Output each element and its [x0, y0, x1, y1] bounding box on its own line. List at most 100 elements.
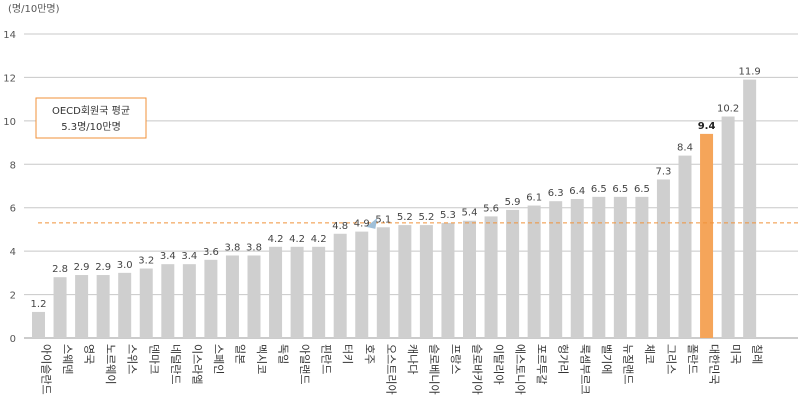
bar: [355, 231, 369, 338]
bar: [118, 272, 132, 338]
category-label: 터키: [341, 344, 354, 364]
value-label: 6.4: [569, 186, 585, 197]
value-label: 2.9: [95, 262, 111, 273]
value-label: 5.2: [397, 212, 413, 223]
value-label: 2.9: [74, 262, 90, 273]
bar: [592, 196, 606, 338]
value-label: 5.1: [375, 214, 391, 225]
value-label: 5.9: [505, 197, 521, 208]
bars: [32, 79, 757, 338]
bar: [333, 233, 347, 338]
value-label: 4.2: [268, 234, 284, 245]
y-tick-label: 6: [10, 204, 16, 215]
value-label: 5.4: [462, 208, 478, 219]
bar: [75, 275, 89, 338]
average-pointer: [366, 217, 378, 229]
bar: [570, 199, 584, 338]
value-label: 6.3: [548, 188, 564, 199]
bar: [182, 264, 196, 338]
category-label: 덴마크: [147, 344, 160, 374]
bar: [96, 275, 110, 338]
y-tick-label: 4: [10, 247, 16, 258]
category-label: 이스라엘: [190, 344, 203, 384]
bar: [376, 227, 390, 338]
category-label: 폴란드: [686, 344, 699, 374]
unit-label: (명/10만명): [8, 3, 60, 15]
category-labels: 아이슬란드 스웨덴 영국 노르웨이 스위스 덴마크 네덜란드 이스라엘 스페인 일본 멕시코 독일 아일…: [40, 344, 764, 395]
bar: [161, 264, 175, 338]
category-label: 독일: [277, 344, 291, 364]
value-label: 7.3: [655, 166, 671, 177]
bar: [549, 201, 563, 338]
category-label: 슬로바키아: [471, 344, 484, 395]
category-label: 멕시코: [255, 344, 268, 374]
category-label: 뉴질랜드: [621, 344, 634, 384]
category-label: 스웨덴: [61, 344, 74, 374]
category-label: 캐나다: [406, 344, 419, 374]
category-label: 일본: [233, 344, 247, 364]
value-label: 4.9: [354, 219, 370, 230]
bar: [312, 246, 326, 338]
bar: [204, 259, 218, 338]
value-label: 3.2: [138, 256, 154, 267]
y-tick-label: 12: [3, 73, 16, 84]
value-label: 3.4: [160, 251, 176, 262]
category-label: 체코: [643, 344, 656, 364]
y-tick-label: 14: [3, 30, 16, 41]
category-label: 핀란드: [320, 344, 333, 374]
bar: [463, 220, 476, 338]
note-line-2: 5.3명/10만명: [61, 121, 121, 133]
category-label: 벨기에: [600, 344, 613, 374]
bar: [225, 255, 239, 338]
category-label: 스위스: [126, 344, 139, 374]
bar: [635, 196, 649, 338]
bar: [247, 255, 261, 338]
bar: [290, 246, 304, 338]
bar: [484, 216, 498, 338]
bar: [527, 205, 541, 338]
category-label: 헝가리: [557, 344, 570, 374]
category-label: 노르웨이: [104, 344, 117, 384]
category-label: 룩셈부르크: [578, 344, 591, 395]
bar-highlight: [700, 133, 714, 338]
value-label: 5.6: [483, 203, 499, 214]
y-tick-label: 10: [3, 117, 16, 128]
value-label: 10.2: [717, 104, 739, 115]
category-label: 오스트리아: [384, 344, 397, 395]
value-label: 4.2: [289, 234, 305, 245]
value-label: 4.8: [332, 221, 348, 232]
value-label: 3.0: [117, 260, 133, 271]
value-label: 9.4: [698, 121, 716, 132]
bar: [139, 268, 153, 338]
category-label: 이탈리아: [492, 344, 505, 384]
value-label: 3.6: [203, 247, 219, 258]
value-label: 3.8: [246, 242, 262, 253]
value-label: 5.2: [418, 212, 434, 223]
value-labels: 1.2 2.8 2.9 2.9 3.0 3.2 3.4 3.4 3.6 3.8 3.8 4.2 4.2 4…: [31, 67, 761, 310]
bar: [269, 246, 283, 338]
value-label: 8.4: [677, 143, 693, 154]
category-label: 대한민국: [708, 344, 721, 384]
bar: [506, 209, 520, 338]
category-label: 스페인: [212, 344, 225, 374]
y-tick-label: 2: [10, 291, 16, 302]
category-label: 호주: [363, 344, 376, 364]
value-label: 6.1: [526, 193, 542, 204]
category-label: 영국: [83, 344, 96, 364]
value-label: 11.9: [739, 67, 761, 78]
bar: [656, 179, 670, 338]
value-label: 2.8: [52, 264, 68, 275]
category-label: 미국: [729, 344, 742, 364]
category-label: 아이슬란드: [40, 344, 53, 395]
category-label: 포르투갈: [535, 344, 549, 384]
category-label: 칠레: [751, 344, 764, 364]
y-axis: 0 2 4 6 8 10 12 14: [3, 30, 16, 345]
bar: [678, 155, 692, 338]
value-label: 6.5: [591, 184, 607, 195]
value-label: 6.5: [634, 184, 650, 195]
category-label: 아일랜드: [298, 344, 312, 384]
note-line-1: OECD회원국 평균: [52, 105, 130, 117]
category-label: 네덜란드: [169, 344, 182, 384]
category-label: 그리스: [664, 344, 677, 374]
